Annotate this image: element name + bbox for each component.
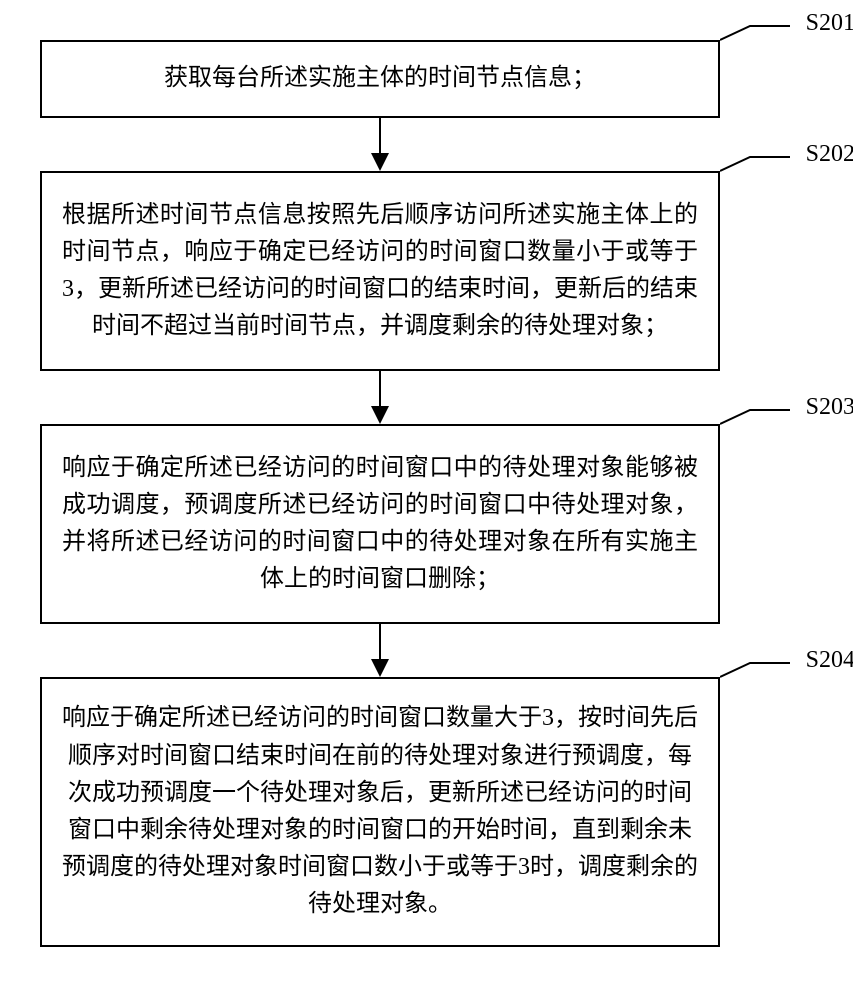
flow-step-s204: 响应于确定所述已经访问的时间窗口数量大于3，按时间先后顺序对时间窗口结束时间在前… — [40, 677, 720, 947]
flow-arrow — [371, 371, 389, 424]
flow-arrow — [371, 624, 389, 677]
callout-line — [720, 659, 790, 699]
flow-box-text: 根据所述时间节点信息按照先后顺序访问所述实施主体上的时间节点，响应于确定已经访问… — [62, 197, 698, 346]
arrow-shaft — [379, 118, 381, 154]
flow-step-s203: 响应于确定所述已经访问的时间窗口中的待处理对象能够被成功调度，预调度所述已经访问… — [40, 424, 720, 624]
flow-box: 根据所述时间节点信息按照先后顺序访问所述实施主体上的时间节点，响应于确定已经访问… — [40, 171, 720, 371]
callout-line — [720, 406, 790, 446]
flow-box-text: 响应于确定所述已经访问的时间窗口中的待处理对象能够被成功调度，预调度所述已经访问… — [62, 450, 698, 599]
flow-step-s201: 获取每台所述实施主体的时间节点信息；S201 — [40, 40, 720, 118]
flow-box: 响应于确定所述已经访问的时间窗口数量大于3，按时间先后顺序对时间窗口结束时间在前… — [40, 677, 720, 947]
flow-box-text: 响应于确定所述已经访问的时间窗口数量大于3，按时间先后顺序对时间窗口结束时间在前… — [62, 700, 698, 923]
callout-line — [720, 153, 790, 193]
arrow-head-icon — [371, 659, 389, 677]
flow-step-s202: 根据所述时间节点信息按照先后顺序访问所述实施主体上的时间节点，响应于确定已经访问… — [40, 171, 720, 371]
arrow-shaft — [379, 371, 381, 407]
step-label: S204 — [806, 647, 853, 674]
flow-box: 获取每台所述实施主体的时间节点信息； — [40, 40, 720, 118]
arrow-head-icon — [371, 406, 389, 424]
arrow-head-icon — [371, 153, 389, 171]
flow-box-text: 获取每台所述实施主体的时间节点信息； — [62, 60, 698, 97]
flow-arrow — [371, 118, 389, 171]
arrow-shaft — [379, 624, 381, 660]
step-label: S201 — [806, 10, 853, 37]
callout-line — [720, 22, 790, 62]
flow-box: 响应于确定所述已经访问的时间窗口中的待处理对象能够被成功调度，预调度所述已经访问… — [40, 424, 720, 624]
step-label: S202 — [806, 141, 853, 168]
step-label: S203 — [806, 394, 853, 421]
